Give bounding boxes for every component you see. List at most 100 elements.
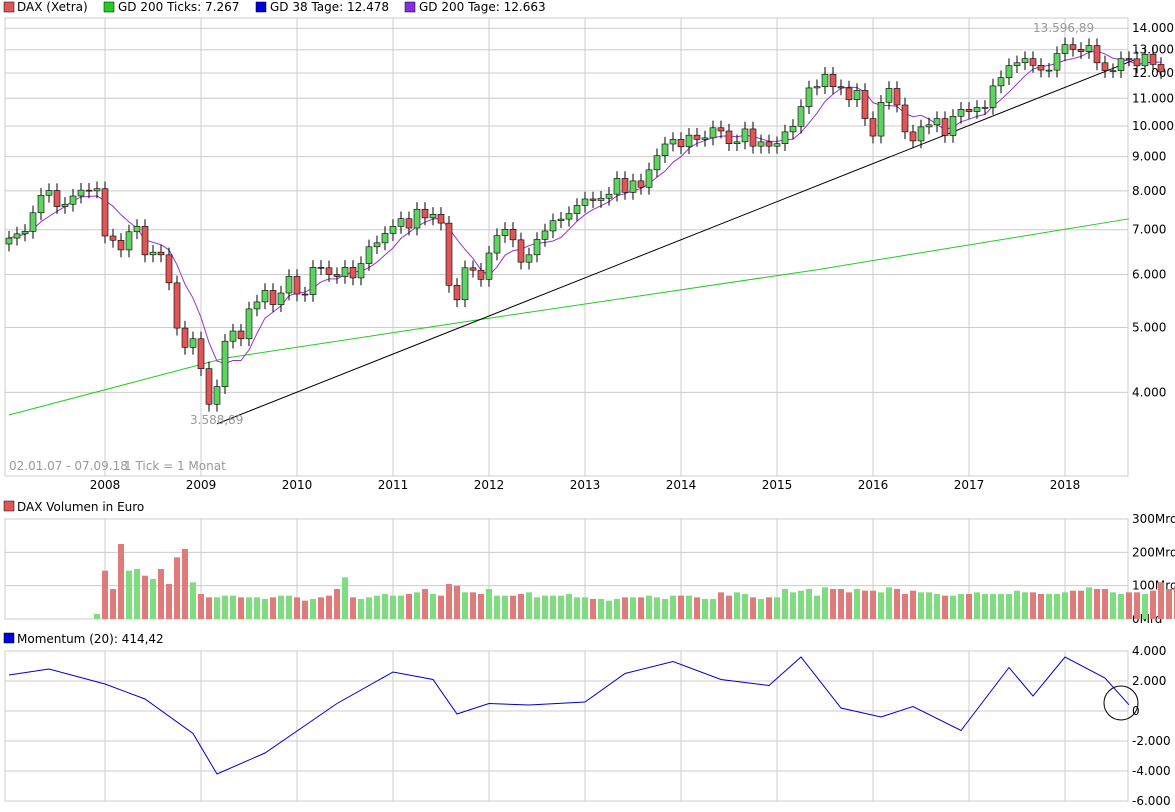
price-tick-label: 14.000: [1132, 21, 1174, 35]
volume-bar: [254, 597, 260, 619]
volume-bar: [398, 595, 404, 619]
volume-bar: [238, 597, 244, 619]
candle-down: [141, 226, 149, 256]
candle-up: [1045, 69, 1053, 72]
volume-bar: [1110, 592, 1116, 619]
volume-bar: [942, 595, 948, 619]
volume-bar: [286, 595, 292, 619]
candle-up: [501, 228, 509, 236]
candle-up: [525, 254, 533, 263]
momentum-legend-swatch: [3, 632, 15, 644]
candle-down: [517, 239, 525, 263]
candle-up: [1021, 58, 1029, 64]
candle-up: [221, 340, 229, 387]
candle-down: [893, 88, 901, 106]
candle-up: [557, 218, 565, 221]
volume-bar: [622, 597, 628, 619]
candle-up: [1013, 62, 1021, 66]
legend-label-gd200: GD 200 Tage: 12.663: [419, 0, 546, 14]
volume-bar: [454, 585, 460, 619]
volume-bar: [998, 594, 1004, 619]
volume-bar: [958, 594, 964, 619]
candle-down: [749, 128, 757, 147]
volume-bar: [134, 569, 140, 619]
momentum-panel-frame: [4, 650, 1129, 802]
volume-bar: [222, 595, 228, 619]
volume-bar: [1022, 592, 1028, 619]
volume-bar: [1030, 592, 1036, 619]
volume-bar: [726, 595, 732, 619]
year-tick-label: 2009: [186, 478, 217, 492]
candle-down: [845, 87, 853, 100]
volume-bar: [598, 599, 604, 619]
candle-down: [901, 104, 909, 133]
candle-up: [365, 246, 373, 264]
candle-up: [13, 233, 21, 239]
candle-up: [1053, 53, 1061, 71]
candle-up: [357, 263, 365, 279]
volume-bar: [950, 595, 956, 619]
volume-bar: [350, 597, 356, 619]
volume-bar: [166, 584, 172, 619]
candle-up: [549, 220, 557, 232]
candle-up: [309, 267, 317, 295]
volume-title: DAX Volumen in Euro: [17, 500, 144, 514]
range-info: 02.01.07 - 07.09.18: [9, 459, 128, 473]
candle-up: [613, 178, 621, 195]
volume-bar: [926, 592, 932, 619]
candle-up: [45, 190, 53, 196]
volume-bar: [302, 600, 308, 619]
candle-up: [949, 115, 957, 136]
volume-bar: [246, 597, 252, 619]
volume-bar: [326, 595, 332, 619]
candle-up: [565, 213, 573, 220]
volume-bar: [1166, 589, 1172, 619]
momentum-tick-label: -6.000: [1132, 794, 1171, 808]
candle-down: [1149, 53, 1157, 65]
candle-up: [413, 208, 421, 229]
candle-up: [37, 194, 45, 214]
candle-down: [621, 178, 629, 193]
volume-bar: [374, 595, 380, 619]
candle-down: [1125, 58, 1133, 60]
candle-down: [85, 189, 93, 192]
volume-bar: [966, 594, 972, 619]
candle-down: [717, 127, 725, 132]
candle-down: [965, 109, 973, 112]
volume-bar: [678, 595, 684, 619]
volume-bar: [430, 594, 436, 619]
volume-bar: [422, 589, 428, 619]
candle-up: [781, 131, 789, 144]
volume-bar: [1150, 590, 1156, 619]
volume-bar: [934, 594, 940, 619]
volume-bar: [582, 597, 588, 619]
low-annotation: 3.588,89: [190, 413, 243, 427]
volume-bar: [702, 599, 708, 619]
candle-up: [277, 292, 285, 305]
volume-bar: [198, 594, 204, 619]
candle-up: [373, 242, 381, 248]
candle-down: [293, 276, 301, 295]
volume-bar: [862, 590, 868, 619]
candle-up: [573, 205, 581, 214]
volume-bar: [854, 589, 860, 619]
volume-bar: [1142, 594, 1148, 619]
candle-up: [389, 226, 397, 234]
candle-up: [741, 128, 749, 143]
candle-down: [589, 198, 597, 201]
candle-up: [29, 212, 37, 232]
candle-up: [733, 141, 741, 144]
candle-down: [237, 330, 245, 340]
legend-swatch-gd200ticks: [103, 1, 115, 13]
volume-bar: [630, 597, 636, 619]
year-tick-label: 2010: [282, 478, 313, 492]
candle-down: [109, 235, 117, 241]
volume-bar: [358, 599, 364, 619]
candle-up: [685, 134, 693, 148]
candle-down: [909, 131, 917, 142]
volume-bar: [294, 597, 300, 619]
candle-down: [861, 90, 869, 119]
candle-down: [269, 290, 277, 305]
candle-up: [1109, 70, 1117, 72]
